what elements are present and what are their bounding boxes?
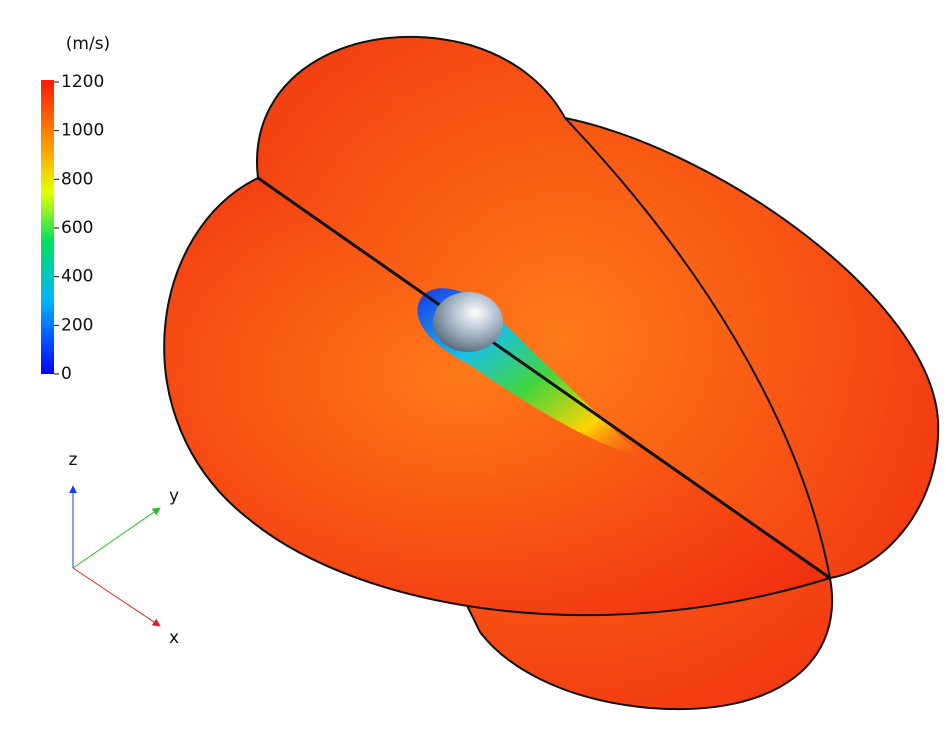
z-label: z [69,450,78,470]
y-arrow [72,507,161,569]
colorbar-tick-label: 0 [61,364,72,384]
x-arrow [72,567,161,627]
x-label: x [169,628,179,648]
colorbar-tick-label: 600 [61,218,93,238]
colorbar-tick-label: 200 [61,315,93,335]
y-label: y [169,486,179,506]
colorbar-unit: (m/s) [66,34,110,54]
colorbar-tick-label: 1200 [61,72,104,92]
axis-triad: z y x [69,450,180,648]
colorbar: (m/s) [41,34,110,374]
colorbar-tick-label: 400 [61,267,93,287]
colorbar-tick-label: 800 [61,169,93,189]
colorbar-scale [41,80,54,374]
colorbar-tick-label: 1000 [61,121,104,141]
flow-domain [163,36,940,711]
